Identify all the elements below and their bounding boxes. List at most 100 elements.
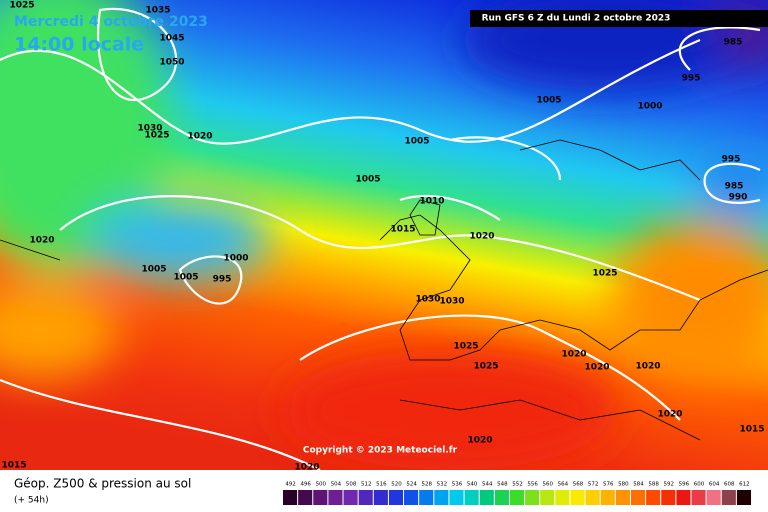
scale-swatch bbox=[555, 490, 570, 505]
scale-label: 576 bbox=[603, 482, 614, 488]
isobar-label: 1005 bbox=[141, 265, 166, 275]
scale-label: 528 bbox=[421, 482, 432, 488]
scale-swatch bbox=[494, 490, 509, 505]
footer-lead: (+ 54h) bbox=[14, 496, 49, 506]
scale-label: 512 bbox=[361, 482, 372, 488]
copyright: Copyright © 2023 Meteociel.fr bbox=[303, 446, 458, 456]
scale-label: 516 bbox=[376, 482, 387, 488]
isobar-label: 1005 bbox=[355, 175, 380, 185]
isobar-label: 1000 bbox=[223, 254, 248, 264]
isobar-label: 1005 bbox=[173, 273, 198, 283]
scale-label: 508 bbox=[346, 482, 357, 488]
isobar-label: 1020 bbox=[584, 363, 609, 373]
footer-title: Géop. Z500 & pression au sol bbox=[14, 477, 191, 491]
isobar-label: 1015 bbox=[739, 425, 764, 435]
isobar-label: 1025 bbox=[9, 1, 34, 11]
scale-swatch bbox=[509, 490, 525, 505]
isobar-label: 1020 bbox=[469, 232, 494, 242]
scale-label: 500 bbox=[316, 482, 327, 488]
scale-label: 536 bbox=[452, 482, 463, 488]
scale-swatch bbox=[525, 490, 540, 505]
scale-swatch bbox=[343, 490, 358, 505]
isobar-label: 1025 bbox=[592, 269, 617, 279]
isobar-label: 1025 bbox=[144, 131, 169, 141]
scale-swatch bbox=[419, 490, 434, 505]
scale-swatch bbox=[691, 490, 706, 505]
scale-label: 560 bbox=[543, 482, 554, 488]
scale-swatch bbox=[358, 490, 373, 505]
scale-swatch bbox=[661, 490, 676, 505]
scale-label: 572 bbox=[588, 482, 599, 488]
scale-label: 600 bbox=[694, 482, 705, 488]
scale-label: 556 bbox=[527, 482, 538, 488]
isobar-label: 1005 bbox=[404, 137, 429, 147]
scale-swatch bbox=[388, 490, 404, 505]
scale-label: 540 bbox=[467, 482, 478, 488]
scale-label: 584 bbox=[633, 482, 644, 488]
scale-swatch bbox=[540, 490, 555, 505]
isobar-label: 1020 bbox=[187, 132, 212, 142]
scale-swatch bbox=[283, 490, 298, 505]
isobars bbox=[0, 7, 761, 470]
scale-label: 548 bbox=[497, 482, 508, 488]
scale-swatch bbox=[434, 490, 449, 505]
scale-swatch bbox=[373, 490, 388, 505]
isobar-label: 990 bbox=[729, 193, 748, 203]
map-field bbox=[0, 0, 768, 470]
coastlines bbox=[0, 139, 768, 441]
isobar-label: 1010 bbox=[419, 197, 444, 207]
scale-label: 592 bbox=[664, 482, 675, 488]
scale-label: 608 bbox=[724, 482, 735, 488]
run-info: Run GFS 6 Z du Lundi 2 octobre 2023 bbox=[482, 14, 671, 24]
isobar-label: 1020 bbox=[294, 463, 319, 473]
isobar-label: 1025 bbox=[453, 342, 478, 352]
isobar-label: 1030 bbox=[415, 295, 440, 305]
isobar-label: 995 bbox=[213, 275, 232, 285]
scale-label: 564 bbox=[558, 482, 569, 488]
isobar-label: 1015 bbox=[1, 461, 26, 471]
forecast-date: Mercredi 4 octobre 2023 bbox=[14, 14, 208, 30]
scale-label: 596 bbox=[679, 482, 690, 488]
scale-label: 588 bbox=[648, 482, 659, 488]
scale-label: 524 bbox=[406, 482, 417, 488]
isobar-label: 1030 bbox=[439, 297, 464, 307]
isobar-label: 1035 bbox=[145, 6, 170, 16]
isobar-label: 985 bbox=[725, 182, 744, 192]
scale-swatch bbox=[600, 490, 615, 505]
isobar-label: 995 bbox=[682, 74, 701, 84]
scale-label: 612 bbox=[739, 482, 750, 488]
scale-label: 532 bbox=[437, 482, 448, 488]
scale-label: 504 bbox=[331, 482, 342, 488]
isobar-label: 995 bbox=[722, 155, 741, 165]
scale-swatch bbox=[464, 490, 479, 505]
run-banner bbox=[470, 10, 768, 27]
scale-swatch bbox=[404, 490, 419, 505]
isobar-label: 1020 bbox=[561, 350, 586, 360]
isobar-label: 1025 bbox=[473, 362, 498, 372]
scale-swatch bbox=[298, 490, 313, 505]
isobar-label: 1000 bbox=[637, 102, 662, 112]
scale-label: 604 bbox=[709, 482, 720, 488]
isobar-label: 1030 bbox=[137, 124, 162, 134]
scale-label: 552 bbox=[512, 482, 523, 488]
scale-swatch bbox=[646, 490, 661, 505]
forecast-time: 14:00 locale bbox=[14, 34, 144, 56]
isobar-label: 1050 bbox=[159, 58, 184, 68]
scale-label: 496 bbox=[300, 482, 311, 488]
scale-label: 544 bbox=[482, 482, 493, 488]
scale-swatch bbox=[313, 490, 328, 505]
scale-label: 568 bbox=[573, 482, 584, 488]
isobar-label: 1020 bbox=[657, 410, 682, 420]
isobar-label: 1020 bbox=[635, 362, 660, 372]
scale-label: 580 bbox=[618, 482, 629, 488]
scale-swatch bbox=[449, 490, 464, 505]
isobar-label: 1005 bbox=[536, 96, 561, 106]
scale-swatch bbox=[721, 490, 736, 505]
scale-swatch bbox=[630, 490, 646, 505]
scale-swatch bbox=[615, 490, 630, 505]
isobar-label: 985 bbox=[724, 38, 743, 48]
scale-label: 520 bbox=[391, 482, 402, 488]
isobar-label: 1020 bbox=[29, 236, 54, 246]
isobar-label: 1015 bbox=[390, 225, 415, 235]
